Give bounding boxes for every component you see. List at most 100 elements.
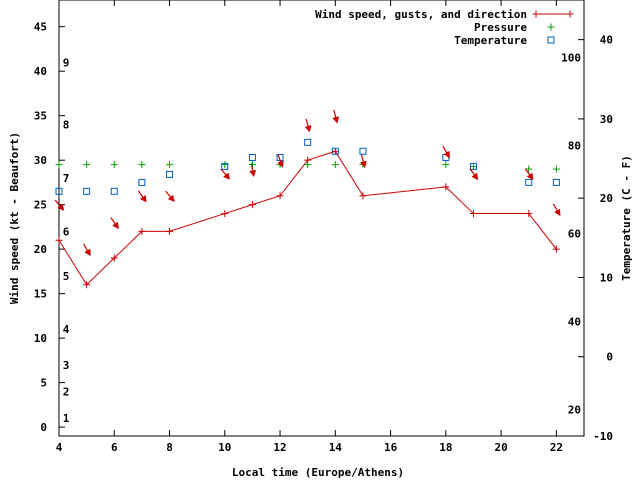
legend-plus-wind-b — [566, 10, 574, 18]
point-pressure-5 — [221, 161, 229, 169]
beaufort-label-4: 4 — [63, 323, 70, 336]
point-temperature-14 — [552, 178, 560, 186]
y-tick-label-20: 20 — [34, 243, 47, 256]
wind-arrow-head-0 — [57, 203, 65, 211]
point-pressure-11 — [442, 161, 450, 169]
legend-marker-wind — [532, 10, 574, 18]
wind-arrow-head-5 — [223, 172, 230, 180]
wind-arrow-head-13 — [526, 172, 534, 181]
beaufort-label-8: 8 — [63, 119, 70, 132]
beaufort-label-2: 2 — [63, 386, 70, 399]
wind-arrow-7 — [277, 154, 284, 168]
wind-arrow-12 — [469, 168, 479, 181]
point-pressure-8 — [304, 161, 312, 169]
point-wind-14 — [552, 245, 560, 253]
y2-tick-label--10: -10 — [593, 430, 613, 443]
x-tick-label-12: 12 — [273, 441, 286, 454]
point-temperature-12 — [469, 162, 477, 170]
y-tick-label-15: 15 — [34, 288, 47, 301]
y-tick-label-30: 30 — [34, 154, 47, 167]
point-pressure-3 — [138, 161, 146, 169]
point-pressure-14 — [552, 165, 560, 173]
wind-arrow-9 — [332, 109, 340, 124]
y2-tick-label-10: 10 — [600, 271, 613, 284]
x-axis-label: Local time (Europe/Athens) — [232, 466, 404, 479]
point-pressure-12 — [469, 162, 477, 170]
tick-marks — [58, 0, 584, 437]
wind-arrow-8 — [304, 118, 312, 133]
wind-arrow-2 — [110, 217, 119, 230]
y-tick-label-35: 35 — [34, 110, 47, 123]
wind-arrow-head-10 — [360, 160, 367, 168]
wind-arrow-6 — [249, 163, 257, 178]
y-tick-label-45: 45 — [34, 21, 47, 34]
wind-arrow-head-7 — [277, 160, 284, 168]
wind-arrow-13 — [524, 168, 534, 181]
point-wind-0 — [55, 236, 63, 244]
y2-tick-label-0: 0 — [606, 351, 613, 364]
x-tick-label-16: 16 — [384, 441, 398, 454]
point-wind-3 — [138, 227, 146, 235]
y-tick-label-0: 0 — [40, 421, 47, 434]
point-temperature-0 — [55, 187, 63, 195]
point-wind-6 — [248, 201, 256, 209]
series-pressure — [55, 161, 560, 173]
point-temperature-9 — [331, 147, 339, 155]
wind-arrow-head-9 — [332, 116, 340, 124]
wind-arrow-head-1 — [84, 248, 91, 257]
wind-arrow-head-6 — [249, 169, 257, 178]
beaufort-label-5: 5 — [63, 270, 70, 283]
point-temperature-8 — [304, 138, 312, 146]
wind-arrow-0 — [54, 199, 65, 211]
series-wind — [55, 147, 560, 289]
x-tick-label-14: 14 — [329, 441, 343, 454]
legend-label-temperature: Temperature — [454, 34, 527, 47]
point-pressure-9 — [331, 161, 339, 169]
beaufort-label-3: 3 — [63, 359, 70, 372]
point-wind-5 — [221, 210, 229, 218]
wind-arrow-head-2 — [112, 221, 119, 230]
point-temperature-1 — [83, 187, 91, 195]
y2-tick-label-40: 40 — [600, 34, 613, 47]
series-temperature — [55, 138, 560, 195]
point-pressure-4 — [166, 161, 174, 169]
point-temperature-3 — [138, 178, 146, 186]
point-wind-9 — [331, 147, 339, 155]
point-temperature-4 — [166, 170, 174, 178]
legend-square-temperature — [547, 36, 555, 44]
x-tick-label-6: 6 — [111, 441, 118, 454]
wind-arrow-head-14 — [554, 208, 561, 217]
wind-arrow-11 — [442, 145, 450, 159]
wind-arrow-head-8 — [304, 125, 312, 133]
point-pressure-0 — [55, 161, 63, 169]
y-tick-label-5: 5 — [40, 377, 47, 390]
legend-plus-wind-a — [532, 10, 540, 18]
point-wind-11 — [442, 183, 450, 191]
point-wind-7 — [276, 192, 284, 200]
point-temperature-10 — [359, 147, 367, 155]
tick-labels: 4 6 8 10 12 14 16 18 20 22051015202530354045-1001… — [34, 21, 613, 454]
point-wind-10 — [359, 192, 367, 200]
point-temperature-5 — [221, 162, 229, 170]
wind-arrow-14 — [552, 203, 561, 217]
legend-label-wind: Wind speed, gusts, and direction — [315, 8, 527, 21]
beaufort-label-7: 7 — [63, 172, 70, 185]
y-tick-label-25: 25 — [34, 199, 47, 212]
wind-arrow-head-11 — [443, 150, 450, 159]
point-wind-13 — [525, 210, 533, 218]
y-tick-label-10: 10 — [34, 332, 47, 345]
x-tick-label-4: 4 — [56, 441, 63, 454]
x-tick-label-20: 20 — [494, 441, 507, 454]
point-temperature-2 — [110, 187, 118, 195]
legend-plus-pressure — [547, 23, 555, 31]
point-pressure-1 — [83, 161, 91, 169]
wind-arrow-3 — [137, 190, 147, 203]
legend-marker-temperature — [547, 36, 555, 44]
point-temperature-13 — [525, 178, 533, 186]
legend-label-pressure: Pressure — [474, 21, 527, 34]
point-wind-12 — [469, 210, 477, 218]
wind-arrow-1 — [83, 243, 91, 257]
beaufort-label-9: 9 — [63, 56, 70, 69]
plot-frame — [58, 0, 585, 437]
